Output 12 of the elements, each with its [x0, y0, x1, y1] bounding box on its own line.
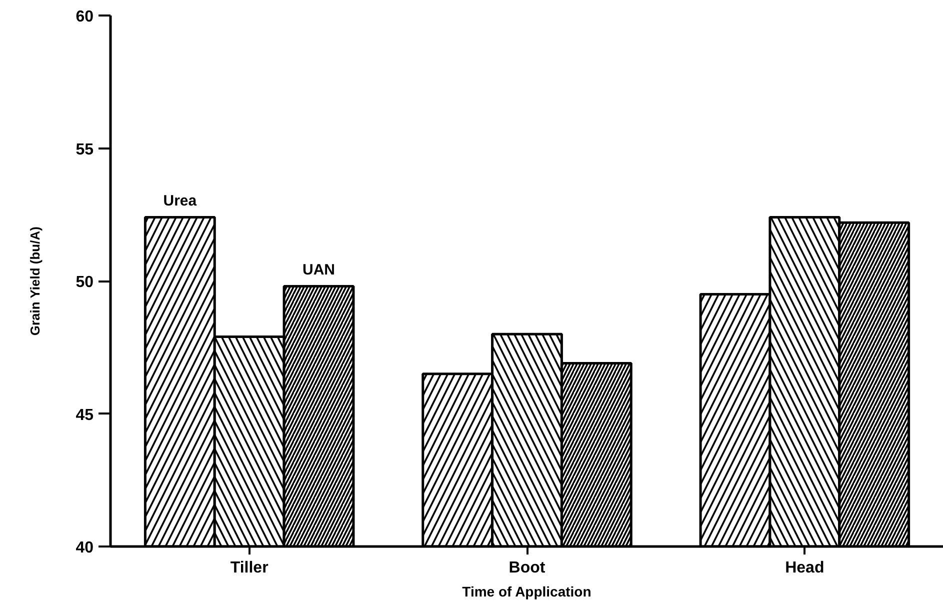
series-label: UAN: [302, 261, 335, 278]
x-tick-label: Tiller: [230, 560, 268, 576]
x-tick-label: Head: [785, 560, 824, 576]
x-axis-title: Time of Application: [462, 584, 592, 600]
x-tick-label: Boot: [508, 560, 546, 576]
series-label: Urea: [163, 192, 198, 210]
y-tick-label: 55: [76, 141, 94, 158]
y-tick-label: 45: [76, 406, 94, 424]
y-axis-title: Grain Yield (bu/A): [28, 226, 43, 336]
y-tick-label: 60: [76, 8, 94, 26]
y-tick-label: 40: [76, 540, 94, 556]
y-tick-label: 50: [76, 274, 94, 291]
